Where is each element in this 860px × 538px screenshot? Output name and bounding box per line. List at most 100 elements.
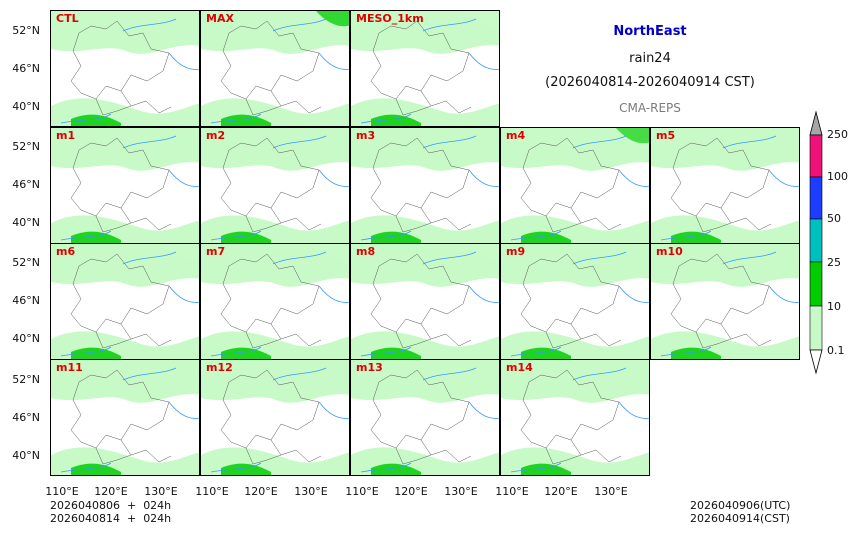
river	[360, 135, 499, 241]
province-border	[70, 369, 170, 449]
light-rain-area	[501, 128, 649, 171]
moderate-rain-area	[466, 11, 499, 27]
panel-label: m13	[356, 361, 383, 374]
river	[210, 251, 349, 357]
light-rain-area	[501, 244, 649, 287]
moderate-rain-area	[616, 128, 649, 144]
precip-map	[201, 128, 349, 243]
map-panel: MESO_1km	[350, 10, 500, 127]
precip-map	[501, 128, 649, 243]
lat-label: 40°N	[12, 332, 40, 345]
precip-map	[51, 244, 199, 359]
moderate-rain-area	[371, 231, 421, 243]
map-panel: m3	[350, 127, 500, 244]
lon-label: 120°E	[94, 485, 128, 498]
map-panel: CTL	[50, 10, 200, 127]
moderate-rain-area	[466, 128, 499, 144]
moderate-rain-area	[616, 360, 649, 376]
river	[660, 251, 799, 357]
light-rain-area	[51, 11, 199, 54]
province-border	[395, 207, 472, 233]
river	[360, 367, 499, 473]
precip-map	[501, 360, 649, 475]
colorbar-min-extend	[809, 349, 823, 375]
colorbar	[809, 110, 823, 375]
init-time-cst: 2026040814 + 024h	[50, 512, 172, 525]
map-panel: m8	[350, 243, 500, 360]
moderate-rain-area	[521, 463, 571, 475]
precip-map	[51, 11, 199, 126]
colorbar-label-10: 10	[827, 300, 841, 313]
precip-map	[351, 11, 499, 126]
panel-label: m6	[56, 245, 76, 258]
moderate-rain-area	[371, 463, 421, 475]
moderate-rain-area	[71, 231, 121, 243]
panel-label: m9	[506, 245, 526, 258]
precip-map	[201, 244, 349, 359]
map-panel: m5	[650, 127, 800, 244]
moderate-rain-area	[616, 244, 649, 260]
period-title: (2026040814-2026040914 CST)	[545, 75, 755, 90]
province-border	[95, 207, 172, 233]
precip-map	[651, 244, 799, 359]
province-border	[70, 20, 170, 100]
light-rain-area	[501, 360, 649, 403]
province-border	[545, 207, 622, 233]
province-border	[245, 323, 322, 349]
map-panel: m1	[50, 127, 200, 244]
province-border	[395, 90, 472, 116]
moderate-rain-area	[521, 231, 571, 243]
river	[360, 251, 499, 357]
moderate-rain-area	[316, 244, 349, 260]
lon-label: 130°E	[294, 485, 328, 498]
lon-label: 130°E	[594, 485, 628, 498]
colorbar-bin-25-50	[809, 218, 823, 263]
province-border	[70, 137, 170, 217]
province-border	[70, 253, 170, 333]
province-border	[395, 323, 472, 349]
moderate-rain-area	[221, 463, 271, 475]
light-rain-area	[351, 11, 499, 54]
moderate-rain-area	[166, 128, 199, 144]
moderate-rain-area	[521, 347, 571, 359]
moderate-rain-area	[221, 231, 271, 243]
panel-label: m11	[56, 361, 83, 374]
colorbar-label-50: 50	[827, 212, 841, 225]
lon-label: 130°E	[144, 485, 178, 498]
river	[60, 135, 199, 241]
colorbar-bin-100-250	[809, 134, 823, 178]
moderate-rain-area	[466, 244, 499, 260]
province-border	[95, 439, 172, 465]
lat-label: 52°N	[12, 373, 40, 386]
moderate-rain-area	[371, 114, 421, 126]
lat-label: 46°N	[12, 411, 40, 424]
province-border	[95, 323, 172, 349]
light-rain-area	[351, 128, 499, 171]
province-border	[220, 20, 320, 100]
river	[60, 251, 199, 357]
colorbar-bin-0.1-10	[809, 305, 823, 351]
province-border	[670, 253, 770, 333]
moderate-rain-area	[766, 244, 799, 260]
moderate-rain-area	[466, 360, 499, 376]
river	[210, 18, 349, 124]
moderate-rain-area	[221, 347, 271, 359]
panel-label: m3	[356, 129, 376, 142]
river	[60, 367, 199, 473]
valid-time-cst: 2026040914(CST)	[690, 512, 790, 525]
map-panel: m4	[500, 127, 650, 244]
river	[360, 18, 499, 124]
panel-label: m14	[506, 361, 533, 374]
light-rain-area	[201, 244, 349, 287]
precip-map	[201, 11, 349, 126]
light-rain-area	[51, 360, 199, 403]
precip-map	[51, 360, 199, 475]
panel-label: CTL	[56, 12, 79, 25]
province-border	[220, 253, 320, 333]
panel-label: m5	[656, 129, 676, 142]
map-panel: m6	[50, 243, 200, 360]
precip-map	[201, 360, 349, 475]
precip-map	[651, 128, 799, 243]
light-rain-area	[201, 11, 349, 54]
map-panel: m14	[500, 359, 650, 476]
